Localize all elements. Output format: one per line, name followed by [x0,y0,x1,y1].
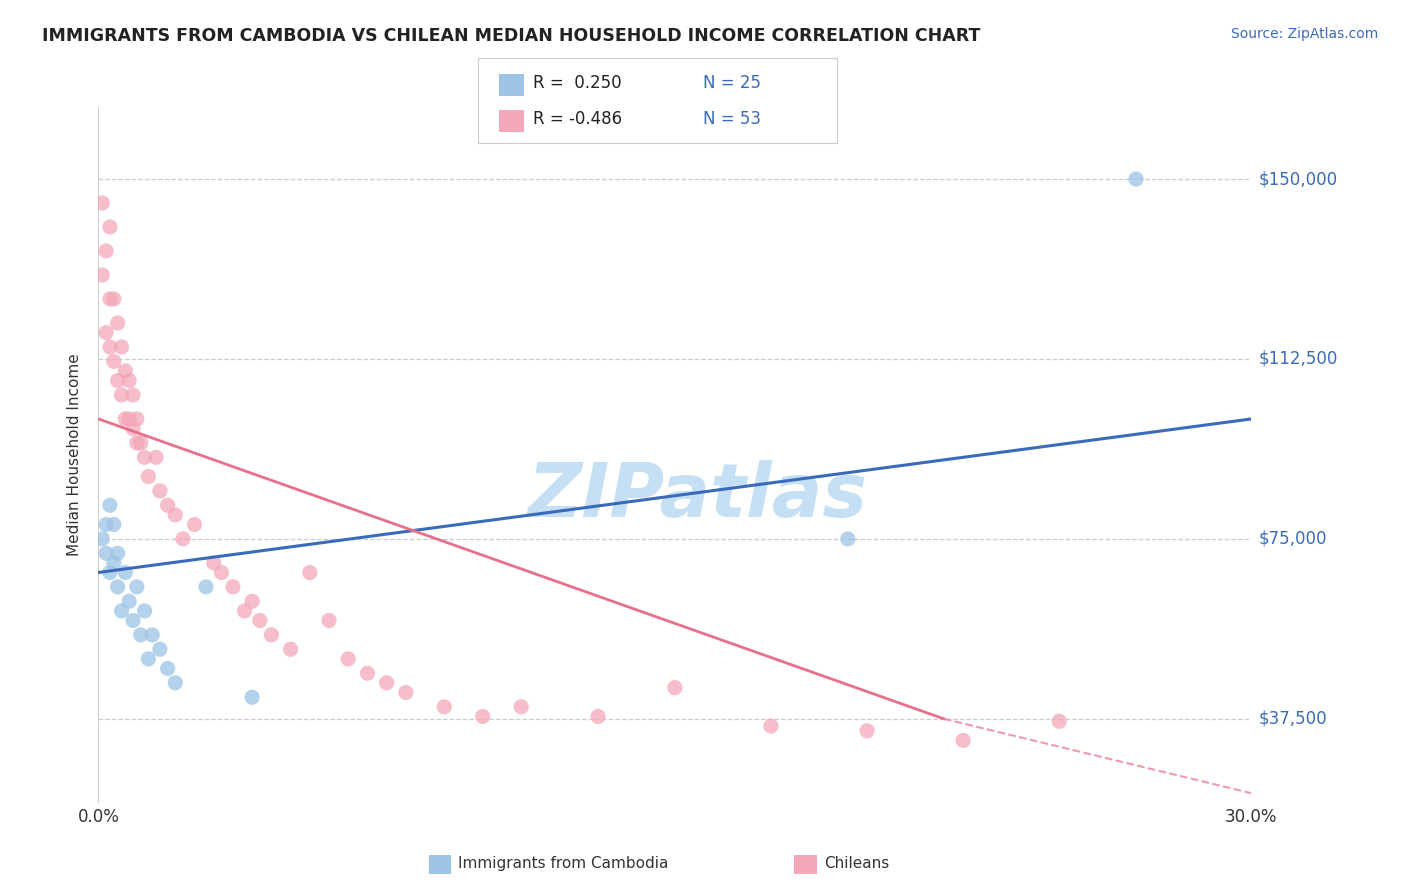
Point [233,604,256,618]
Point [107,580,129,594]
Point [107,374,129,388]
Point [110,340,132,354]
Point [94,546,117,560]
Point [134,604,156,618]
Point [94,326,117,340]
Point [249,614,271,628]
Text: $75,000: $75,000 [1258,530,1327,548]
Point [94,244,117,258]
Point [103,292,125,306]
Point [1047,714,1070,729]
Point [195,580,218,594]
Point [375,676,398,690]
Point [103,556,125,570]
Point [837,532,859,546]
Text: Chileans: Chileans [824,856,889,871]
Point [107,546,129,560]
Point [114,412,136,426]
Point [110,604,132,618]
Text: R = -0.486: R = -0.486 [533,110,621,128]
Point [156,661,179,675]
Text: R =  0.250: R = 0.250 [533,73,621,92]
Point [280,642,302,657]
Point [952,733,974,747]
Text: Immigrants from Cambodia: Immigrants from Cambodia [458,856,669,871]
Point [149,483,172,498]
Point [172,532,194,546]
Point [356,666,378,681]
Point [165,508,187,522]
Point [122,388,145,402]
Point [337,652,360,666]
Point [202,556,225,570]
Point [586,709,609,723]
Point [134,450,156,465]
Point [138,469,160,483]
Point [125,580,148,594]
Point [114,364,136,378]
Point [149,642,172,657]
Point [103,517,125,532]
Text: N = 25: N = 25 [703,73,761,92]
Text: $37,500: $37,500 [1258,710,1327,728]
Point [122,614,145,628]
Point [759,719,782,733]
Point [165,676,187,690]
Point [1125,172,1147,186]
Text: IMMIGRANTS FROM CAMBODIA VS CHILEAN MEDIAN HOUSEHOLD INCOME CORRELATION CHART: IMMIGRANTS FROM CAMBODIA VS CHILEAN MEDI… [42,27,980,45]
Point [98,340,121,354]
Text: N = 53: N = 53 [703,110,761,128]
Point [318,614,340,628]
Point [118,594,141,608]
Point [209,566,232,580]
Point [395,685,418,699]
Point [240,690,263,705]
Point [260,628,283,642]
Point [145,450,167,465]
Point [510,699,533,714]
Point [94,517,117,532]
Point [122,421,145,435]
Point [98,566,121,580]
Point [91,268,114,282]
Point [856,723,879,738]
Point [91,532,114,546]
Point [114,566,136,580]
Point [110,388,132,402]
Point [183,517,205,532]
Point [98,498,121,512]
Text: ZIPatlas: ZIPatlas [527,460,868,533]
Text: $150,000: $150,000 [1258,170,1337,188]
Point [138,652,160,666]
Point [129,436,152,450]
Point [118,412,141,426]
Point [107,316,129,330]
Point [156,498,179,512]
Point [103,354,125,368]
Point [240,594,263,608]
Point [98,292,121,306]
Point [91,196,114,211]
Point [298,566,321,580]
Text: $112,500: $112,500 [1258,350,1337,368]
Point [98,219,121,234]
Point [222,580,245,594]
Point [129,628,152,642]
Y-axis label: Median Household Income: Median Household Income [67,353,83,557]
Point [118,374,141,388]
Text: Source: ZipAtlas.com: Source: ZipAtlas.com [1230,27,1378,41]
Point [141,628,163,642]
Point [664,681,686,695]
Point [471,709,494,723]
Point [125,412,148,426]
Point [433,699,456,714]
Point [125,436,148,450]
